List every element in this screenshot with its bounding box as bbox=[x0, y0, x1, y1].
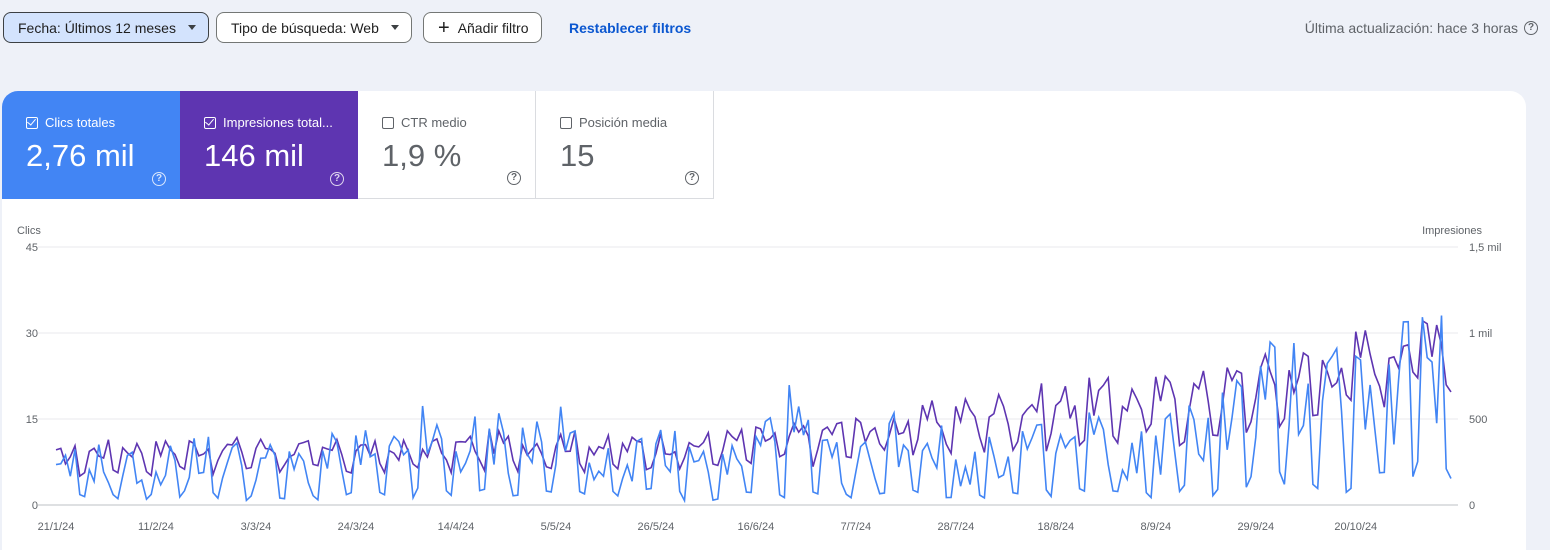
chevron-down-icon bbox=[187, 25, 196, 30]
performance-chart[interactable]: Clics Impresiones 0 15 30 45 0 500 1 mil 1,5 m… bbox=[0, 217, 1550, 550]
x-tick-label: 7/7/24 bbox=[841, 521, 872, 533]
left-tick-label: 0 bbox=[32, 500, 38, 512]
add-filter-label: Añadir filtro bbox=[457, 19, 529, 36]
x-tick-label: 8/9/24 bbox=[1141, 521, 1172, 533]
right-tick-label: 500 bbox=[1469, 414, 1487, 426]
metric-label-row: Clics totales bbox=[26, 115, 180, 130]
date-filter-chip[interactable]: Fecha: Últimos 12 meses bbox=[3, 12, 209, 43]
left-axis-title: Clics bbox=[17, 225, 41, 237]
plus-icon: + bbox=[438, 16, 450, 39]
left-axis-ticks: 0 15 30 45 bbox=[26, 242, 38, 512]
right-tick-label: 1 mil bbox=[1469, 328, 1492, 340]
last-updated-text: Última actualización: hace 3 horas bbox=[1304, 20, 1518, 36]
metric-label: Clics totales bbox=[45, 115, 116, 130]
date-filter-label: Fecha: Últimos 12 meses bbox=[18, 19, 176, 36]
search-type-label: Tipo de búsqueda: Web bbox=[231, 19, 379, 36]
metric-card-impressions[interactable]: Impresiones total... 146 mil ? bbox=[180, 91, 358, 199]
checkbox-icon[interactable] bbox=[382, 116, 394, 129]
x-axis-ticks: 21/1/24 11/2/24 3/3/24 24/3/24 14/4/24 5/5/24… bbox=[38, 521, 1378, 533]
performance-card: Clics totales 2,76 mil ? Impresiones tot… bbox=[2, 91, 1526, 550]
x-tick-label: 24/3/24 bbox=[338, 521, 375, 533]
checkbox-icon[interactable] bbox=[26, 116, 38, 129]
metric-label-row: Impresiones total... bbox=[204, 115, 358, 130]
right-axis-title: Impresiones bbox=[1422, 225, 1482, 237]
metric-value: 146 mil bbox=[204, 138, 304, 173]
left-tick-label: 30 bbox=[26, 328, 38, 340]
metric-label: Impresiones total... bbox=[223, 115, 333, 130]
checkbox-icon[interactable] bbox=[560, 116, 572, 129]
x-tick-label: 3/3/24 bbox=[241, 521, 272, 533]
chart-grid bbox=[38, 246, 1458, 506]
last-updated: Última actualización: hace 3 horas ? bbox=[1305, 20, 1538, 36]
help-icon[interactable]: ? bbox=[1524, 21, 1538, 35]
metric-label-row: Posición media bbox=[560, 115, 713, 130]
checkbox-icon[interactable] bbox=[204, 116, 216, 129]
search-type-chip[interactable]: Tipo de búsqueda: Web bbox=[216, 12, 412, 43]
right-tick-label: 0 bbox=[1469, 500, 1475, 512]
x-tick-label: 26/5/24 bbox=[638, 521, 675, 533]
metric-card-clicks[interactable]: Clics totales 2,76 mil ? bbox=[2, 91, 180, 199]
metric-card-position[interactable]: Posición media 15 ? bbox=[536, 91, 714, 199]
add-filter-button[interactable]: + Añadir filtro bbox=[423, 12, 542, 43]
help-icon[interactable]: ? bbox=[507, 171, 521, 185]
reset-filters-link[interactable]: Restablecer filtros bbox=[569, 20, 692, 36]
x-tick-label: 11/2/24 bbox=[138, 521, 174, 533]
x-tick-label: 5/5/24 bbox=[541, 521, 572, 533]
x-tick-label: 14/4/24 bbox=[438, 521, 475, 533]
series-line-clicks bbox=[55, 315, 1452, 504]
chevron-down-icon bbox=[390, 25, 399, 30]
help-icon[interactable]: ? bbox=[685, 171, 699, 185]
right-tick-label: 1,5 mil bbox=[1469, 242, 1501, 254]
help-icon[interactable]: ? bbox=[152, 172, 166, 186]
metric-value: 1,9 % bbox=[382, 138, 462, 173]
metric-label: CTR medio bbox=[401, 115, 467, 130]
x-tick-label: 16/6/24 bbox=[738, 521, 775, 533]
x-tick-label: 29/9/24 bbox=[1237, 521, 1274, 533]
left-tick-label: 45 bbox=[26, 242, 38, 254]
x-tick-label: 20/10/24 bbox=[1334, 521, 1377, 533]
left-tick-label: 15 bbox=[26, 414, 38, 426]
x-tick-label: 21/1/24 bbox=[38, 521, 75, 533]
help-icon[interactable]: ? bbox=[330, 172, 344, 186]
x-tick-label: 18/8/24 bbox=[1037, 521, 1074, 533]
metric-value: 2,76 mil bbox=[26, 138, 135, 173]
metric-label: Posición media bbox=[579, 115, 668, 130]
x-tick-label: 28/7/24 bbox=[937, 521, 974, 533]
metric-label-row: CTR medio bbox=[382, 115, 535, 130]
metric-value: 15 bbox=[560, 138, 595, 173]
metric-card-ctr[interactable]: CTR medio 1,9 % ? bbox=[358, 91, 536, 199]
right-axis-ticks: 0 500 1 mil 1,5 mil bbox=[1469, 242, 1501, 512]
filter-bar: Fecha: Últimos 12 meses Tipo de búsqueda… bbox=[0, 0, 1550, 56]
